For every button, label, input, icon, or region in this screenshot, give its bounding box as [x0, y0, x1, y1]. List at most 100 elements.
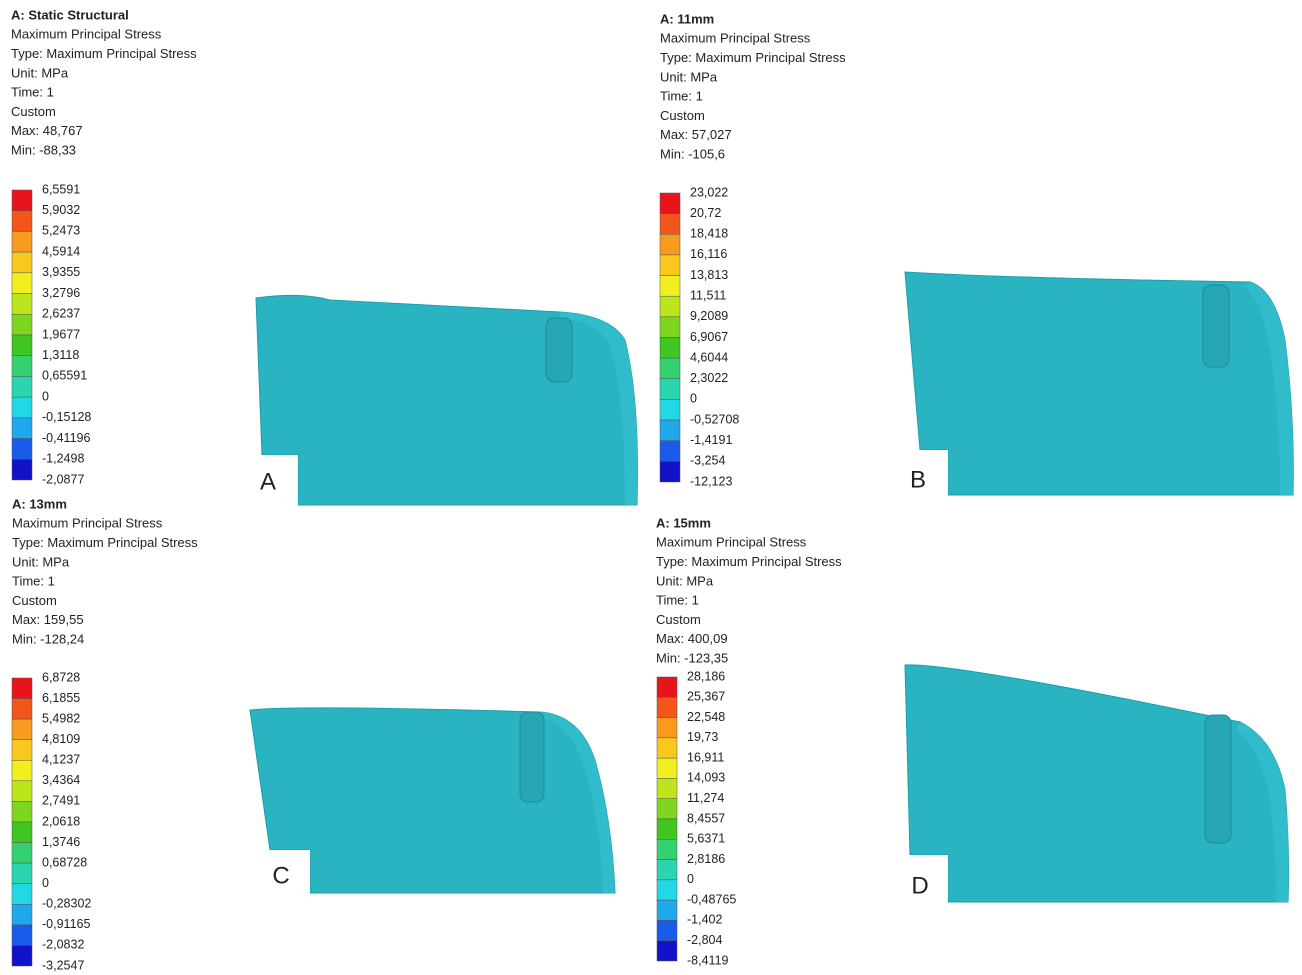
- legend-label: 1,9677: [42, 327, 80, 341]
- header-line: Min: -88,33: [11, 143, 76, 158]
- legend-swatch: [660, 461, 680, 482]
- legend-label: 2,7491: [42, 794, 80, 808]
- legend-swatch: [12, 376, 32, 397]
- legend-label: 20,72: [690, 206, 721, 220]
- legend-swatch: [657, 860, 677, 880]
- legend-label: 9,2089: [690, 309, 728, 323]
- legend-label: 2,8186: [687, 852, 725, 866]
- legend-label: -3,2547: [42, 958, 84, 972]
- header-line: Unit: MPa: [11, 65, 69, 80]
- legend-label: 2,0618: [42, 814, 80, 828]
- legend-label: -0,91165: [42, 917, 90, 931]
- legend-swatch: [12, 884, 32, 905]
- header-line: Custom: [656, 612, 701, 627]
- header-line: Max: 400,09: [656, 631, 728, 646]
- legend-swatch: [12, 699, 32, 720]
- legend-label: -0,48765: [687, 892, 736, 906]
- legend-label: 5,6371: [687, 832, 725, 846]
- header-line: Time: 1: [11, 85, 54, 100]
- legend-label: 5,4982: [42, 711, 80, 725]
- legend-label: 0,68728: [42, 855, 87, 869]
- legend-swatch: [660, 441, 680, 462]
- legend-label: 4,5914: [42, 244, 80, 258]
- legend-swatch: [657, 677, 677, 697]
- legend-label: -2,804: [687, 933, 722, 947]
- legend-swatch: [657, 941, 677, 961]
- header-line: Time: 1: [12, 574, 55, 589]
- legend-label: 6,9067: [690, 330, 728, 344]
- legend-label: 5,9032: [42, 203, 80, 217]
- legend-label: 0: [42, 876, 49, 890]
- legend-swatch: [660, 399, 680, 420]
- legend-swatch: [12, 822, 32, 843]
- legend-label: 13,813: [690, 268, 728, 282]
- legend-swatch: [657, 799, 677, 819]
- legend-label: 0,65591: [42, 369, 87, 383]
- legend-label: 0: [42, 389, 49, 403]
- legend-label: 16,911: [687, 750, 724, 764]
- legend-label: 16,116: [690, 247, 727, 261]
- header-line: Type: Maximum Principal Stress: [656, 554, 842, 569]
- header-line: Max: 48,767: [11, 123, 83, 138]
- legend-swatch: [657, 920, 677, 940]
- legend-swatch: [657, 900, 677, 920]
- legend-label: -0,28302: [42, 897, 91, 911]
- legend-label: -1,2498: [42, 452, 84, 466]
- legend-label: 4,8109: [42, 732, 80, 746]
- model-d: [905, 665, 1289, 902]
- legend-label: 0: [690, 392, 697, 406]
- legend-label: 3,2796: [42, 286, 80, 300]
- legend-swatch: [660, 255, 680, 276]
- model-b: [905, 272, 1293, 495]
- legend-swatch: [12, 740, 32, 761]
- legend-label: -0,41196: [42, 431, 90, 445]
- legend-swatch: [12, 760, 32, 781]
- legend-swatch: [12, 397, 32, 418]
- header-line: Min: -128,24: [12, 632, 84, 647]
- figure: A: Static Structural Maximum Principal St…: [0, 0, 1302, 975]
- legend-label: 5,2473: [42, 224, 80, 238]
- legend-label: -1,4191: [690, 433, 732, 447]
- legend-label: 28,186: [687, 669, 725, 683]
- legend-swatch: [12, 904, 32, 925]
- legend-label: 11,274: [687, 791, 724, 805]
- legend-swatch: [660, 338, 680, 359]
- legend-label: 1,3118: [42, 348, 79, 362]
- legend-swatch: [657, 880, 677, 900]
- legend-label: 0: [687, 872, 694, 886]
- panel-title: A: Static Structural: [11, 7, 129, 22]
- legend-swatch: [12, 925, 32, 946]
- legend-swatch: [12, 356, 32, 377]
- legend-swatch: [12, 418, 32, 439]
- legend-label: 4,1237: [42, 753, 80, 767]
- legend-swatch: [12, 439, 32, 460]
- legend-swatch: [12, 231, 32, 252]
- legend-swatch: [12, 945, 32, 966]
- header-line: Unit: MPa: [660, 69, 718, 84]
- legend-label: 3,4364: [42, 773, 80, 787]
- header-line: Maximum Principal Stress: [12, 516, 163, 531]
- legend-label: -12,123: [690, 474, 732, 488]
- legend-label: -3,254: [690, 454, 725, 468]
- header-line: Unit: MPa: [12, 554, 70, 569]
- panel-title: A: 13mm: [12, 496, 67, 511]
- panel-letter: B: [910, 466, 926, 493]
- legend-swatch: [660, 214, 680, 235]
- legend-swatch: [657, 758, 677, 778]
- legend-swatch: [12, 843, 32, 864]
- legend-swatch: [12, 190, 32, 211]
- legend-swatch: [660, 276, 680, 297]
- header-line: Maximum Principal Stress: [11, 27, 162, 42]
- header-line: Custom: [11, 104, 56, 119]
- header-line: Min: -123,35: [656, 651, 728, 666]
- header-line: Min: -105,6: [660, 147, 725, 162]
- legend-swatch: [657, 738, 677, 758]
- legend-swatch: [12, 459, 32, 480]
- legend-swatch: [12, 252, 32, 273]
- legend-swatch: [12, 273, 32, 294]
- legend-swatch: [660, 379, 680, 400]
- header-line: Unit: MPa: [656, 573, 714, 588]
- header-line: Type: Maximum Principal Stress: [12, 535, 198, 550]
- legend-swatch: [12, 863, 32, 884]
- legend-swatch: [660, 358, 680, 379]
